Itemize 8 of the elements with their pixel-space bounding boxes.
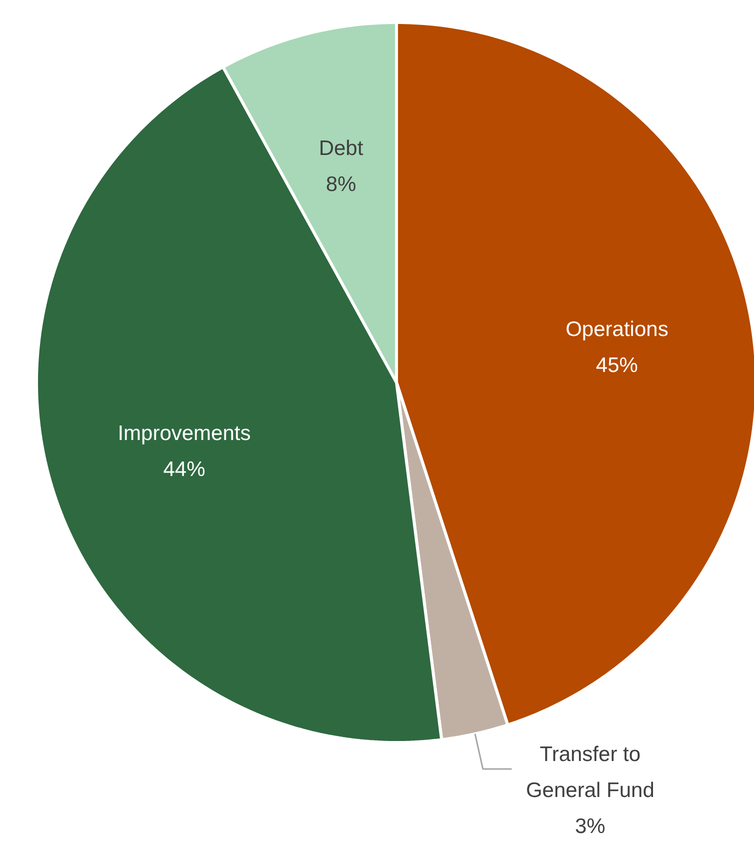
slice-label: Improvements <box>118 422 251 445</box>
slice-label: Debt <box>318 136 364 160</box>
data-label: 8% <box>326 172 356 196</box>
slice-label: Transfer to General Fund <box>526 743 654 802</box>
slice-label: Operations <box>566 318 668 342</box>
data-label: 3% <box>574 815 606 838</box>
data-label: 45% <box>596 354 638 378</box>
data-label: 44% <box>163 458 206 481</box>
